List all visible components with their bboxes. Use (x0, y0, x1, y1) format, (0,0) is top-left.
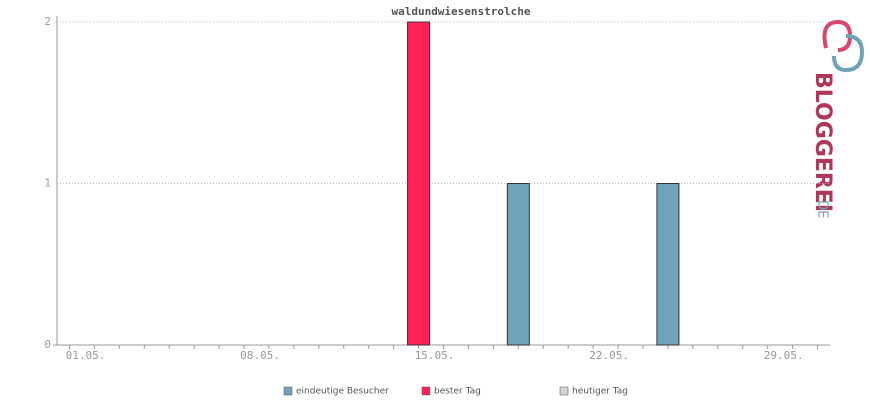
y-tick-label: 2 (44, 15, 51, 28)
legend-swatch (559, 386, 569, 396)
bar (506, 183, 530, 346)
legend-label: heutiger Tag (572, 387, 628, 397)
y-tick-label: 0 (44, 338, 51, 351)
logo-suffix: .DE (815, 196, 830, 218)
legend-label: bester Tag (434, 387, 481, 397)
x-tick-label: 22.05. (589, 349, 629, 362)
y-tick-label: 1 (44, 177, 51, 190)
bar (407, 21, 431, 346)
legend-label: eindeutige Besucher (296, 387, 389, 397)
logo-text: BLOGGEREI (810, 72, 835, 212)
logo-icon (832, 34, 865, 73)
x-tick-label: 01.05. (66, 349, 106, 362)
x-tick-label: 29.05. (764, 349, 804, 362)
legend-swatch (283, 386, 293, 396)
x-tick-label: 08.05. (240, 349, 280, 362)
logo-icon (822, 19, 853, 52)
bar (656, 183, 680, 346)
x-tick-label: 15.05. (415, 349, 455, 362)
logo: BLOGGEREI .DE (810, 19, 865, 218)
legend-swatch (421, 386, 431, 396)
chart-title: waldundwiesenstrolche (391, 5, 530, 18)
